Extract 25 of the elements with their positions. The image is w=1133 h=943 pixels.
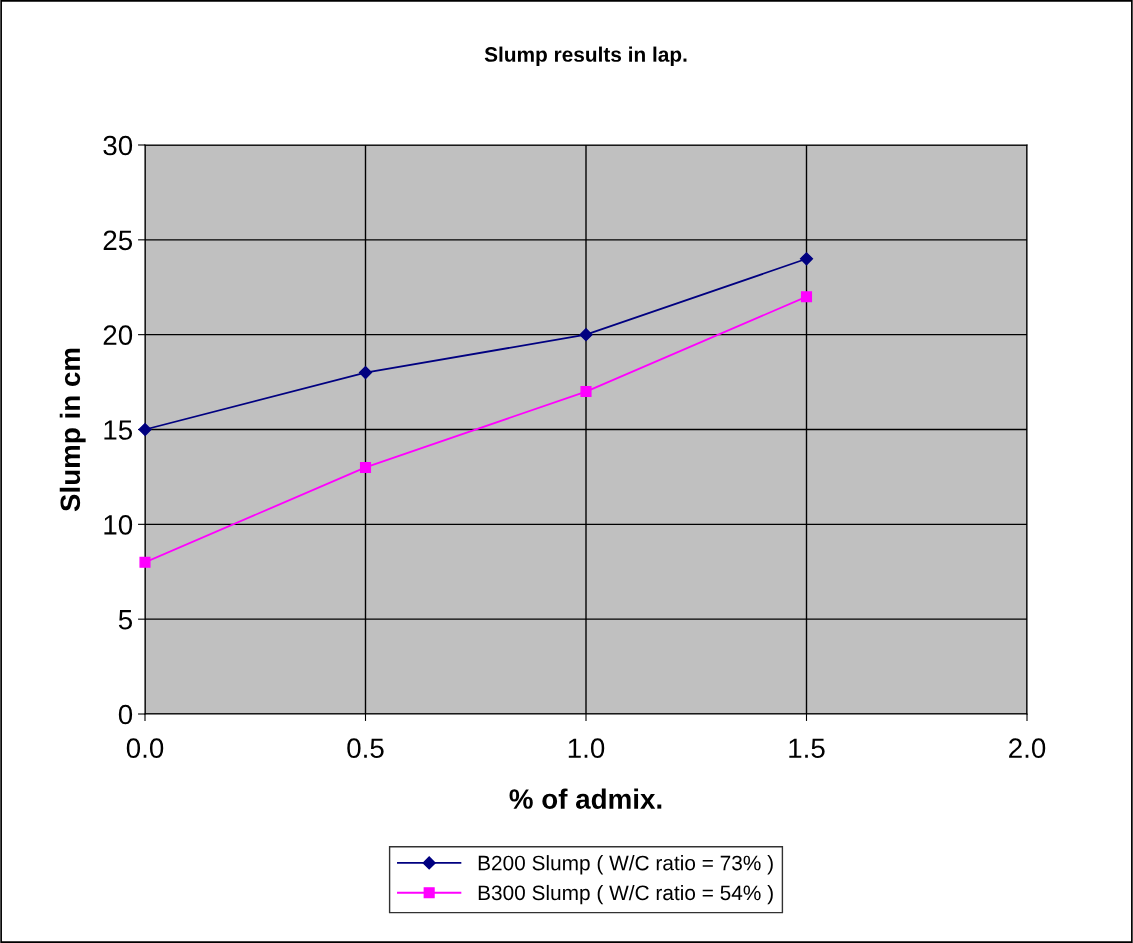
point: [139, 556, 151, 568]
x-tick-label: 0.0: [126, 738, 164, 759]
y-tick-label: 15: [104, 420, 133, 440]
y-tick-label: 25: [103, 230, 133, 251]
point: [579, 328, 593, 342]
x-axis-title: % of admix.: [509, 788, 662, 809]
x-tick-label: 1.5: [789, 738, 825, 759]
y-tick-label: 30: [103, 135, 133, 156]
y-tick-label: 0: [118, 704, 133, 725]
point: [358, 366, 373, 380]
legend-label: B200 Slump ( W/C ratio = 73% ): [478, 855, 773, 875]
legend-label: B300 Slump ( W/C ratio = 54% ): [478, 884, 773, 905]
point: [800, 291, 813, 303]
x-tick-label: 0.5: [347, 738, 384, 759]
x-tick-label: 2.0: [1009, 738, 1046, 759]
y-tick-label: 5: [118, 610, 133, 630]
point: [359, 461, 372, 473]
x-tick-label: 1.0: [568, 738, 605, 759]
point: [580, 386, 592, 398]
point: [138, 422, 152, 437]
y-tick-label: 20: [103, 325, 133, 346]
chart-title: Slump results in lap.: [484, 46, 687, 66]
point: [799, 252, 814, 266]
y-axis-title: Slump in cm: [59, 348, 86, 512]
y-tick-label: 10: [104, 515, 133, 535]
